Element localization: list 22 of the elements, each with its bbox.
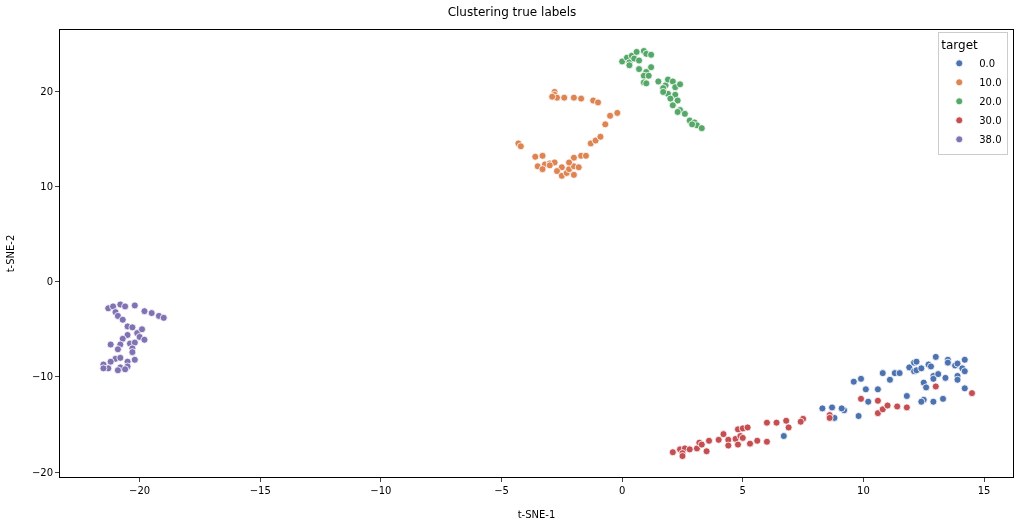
- x-tick-label: 15: [977, 485, 991, 496]
- chart-title: Clustering true labels: [447, 5, 577, 20]
- x-tick-label: 0: [618, 485, 626, 496]
- legend-label: 20.0: [979, 96, 1002, 108]
- legend-label: 30.0: [979, 115, 1002, 127]
- x-axis-title: t-SNE-1: [517, 508, 556, 520]
- y-tick-label: 20: [40, 85, 53, 97]
- y-tick-label: −20: [31, 466, 53, 478]
- legend-label: 38.0: [979, 134, 1002, 146]
- x-tick-label: −5: [494, 485, 509, 496]
- x-tick-label: −20: [129, 485, 151, 496]
- y-axis-title: t-SNE-2: [4, 234, 16, 273]
- y-tick-label: 10: [40, 180, 53, 192]
- x-tick-label: −15: [249, 485, 271, 496]
- y-tick-label: −10: [31, 371, 53, 383]
- x-tick-label: −10: [370, 485, 392, 496]
- legend-label: 10.0: [979, 77, 1002, 89]
- x-tick-label: 10: [857, 485, 870, 496]
- y-tick-label: 0: [46, 276, 53, 288]
- legend-label: 0.0: [979, 58, 996, 70]
- x-tick-label: 5: [739, 485, 746, 496]
- legend-title: target: [941, 37, 979, 52]
